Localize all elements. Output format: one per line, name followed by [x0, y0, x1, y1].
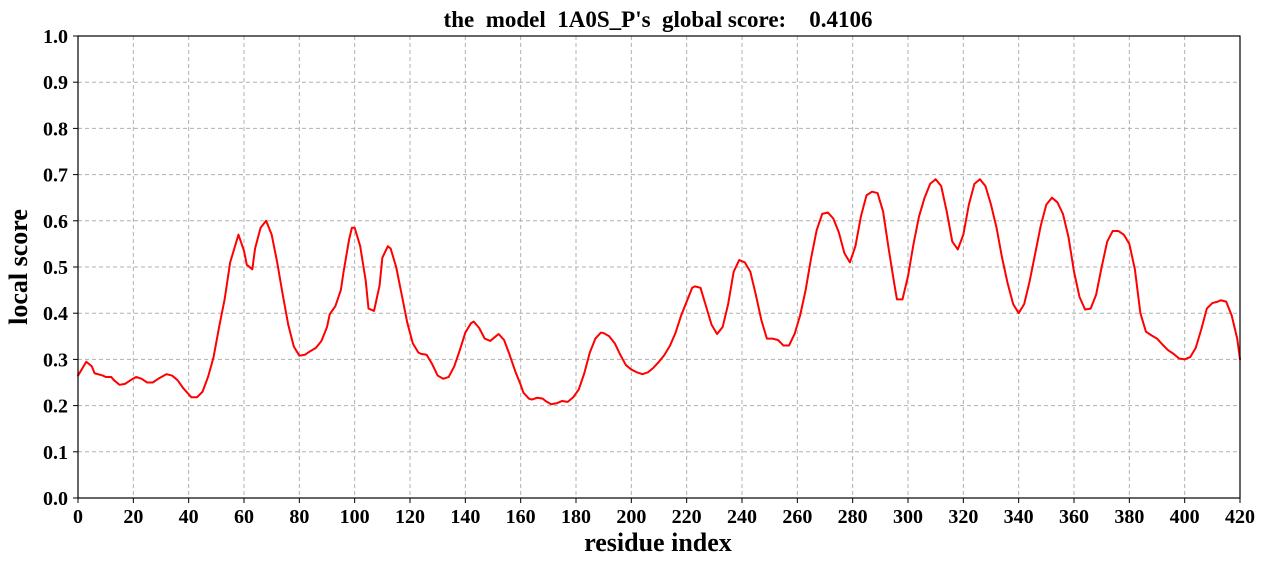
x-axis-ticks: 0 20 40 60 80 100 120 140 160 180 200 220 240 260 280 3… — [73, 498, 1255, 528]
series-group — [77, 178, 1241, 406]
x-tick-label: 400 — [1170, 506, 1200, 528]
x-tick-label: 160 — [506, 506, 536, 528]
y-tick-label: 0.8 — [43, 118, 68, 140]
x-tick-label: 0 — [73, 506, 83, 528]
x-tick-label: 220 — [672, 506, 702, 528]
chart-title: the model 1A0S_P's global score: 0.4106 — [444, 7, 873, 32]
x-tick-label: 280 — [838, 506, 868, 528]
y-tick-label: 0.6 — [43, 211, 68, 233]
y-tick-label: 0.7 — [43, 165, 68, 187]
x-tick-label: 320 — [948, 506, 978, 528]
x-tick-label: 360 — [1059, 506, 1089, 528]
x-tick-label: 120 — [395, 506, 425, 528]
y-axis-title: local score — [4, 209, 33, 325]
x-tick-label: 140 — [450, 506, 480, 528]
x-tick-label: 40 — [179, 506, 199, 528]
x-tick-label: 80 — [289, 506, 309, 528]
y-tick-label: 0.5 — [43, 257, 68, 279]
x-tick-label: 240 — [727, 506, 757, 528]
y-tick-label: 0.2 — [43, 396, 68, 418]
x-tick-label: 100 — [340, 506, 370, 528]
y-tick-label: 0.9 — [43, 72, 68, 94]
x-axis-title: residue index — [584, 528, 732, 557]
x-tick-label: 60 — [234, 506, 254, 528]
x-tick-label: 300 — [893, 506, 923, 528]
y-tick-label: 0.4 — [43, 303, 68, 325]
x-tick-label: 380 — [1114, 506, 1144, 528]
y-tick-label: 0.0 — [43, 488, 68, 510]
x-tick-label: 20 — [123, 506, 143, 528]
x-tick-label: 180 — [561, 506, 591, 528]
series-line-local-score — [77, 178, 1241, 406]
y-tick-label: 0.1 — [43, 442, 68, 464]
x-tick-label: 340 — [1004, 506, 1034, 528]
x-tick-label: 200 — [616, 506, 646, 528]
y-tick-label: 0.3 — [43, 349, 68, 371]
x-tick-label: 260 — [782, 506, 812, 528]
y-tick-label: 1.0 — [43, 26, 68, 48]
x-tick-label: 420 — [1225, 506, 1255, 528]
y-axis-ticks: 0.0 0.1 0.2 0.3 0.4 0.5 0.6 0.7 0.8 0.9 1.0 — [43, 26, 78, 510]
